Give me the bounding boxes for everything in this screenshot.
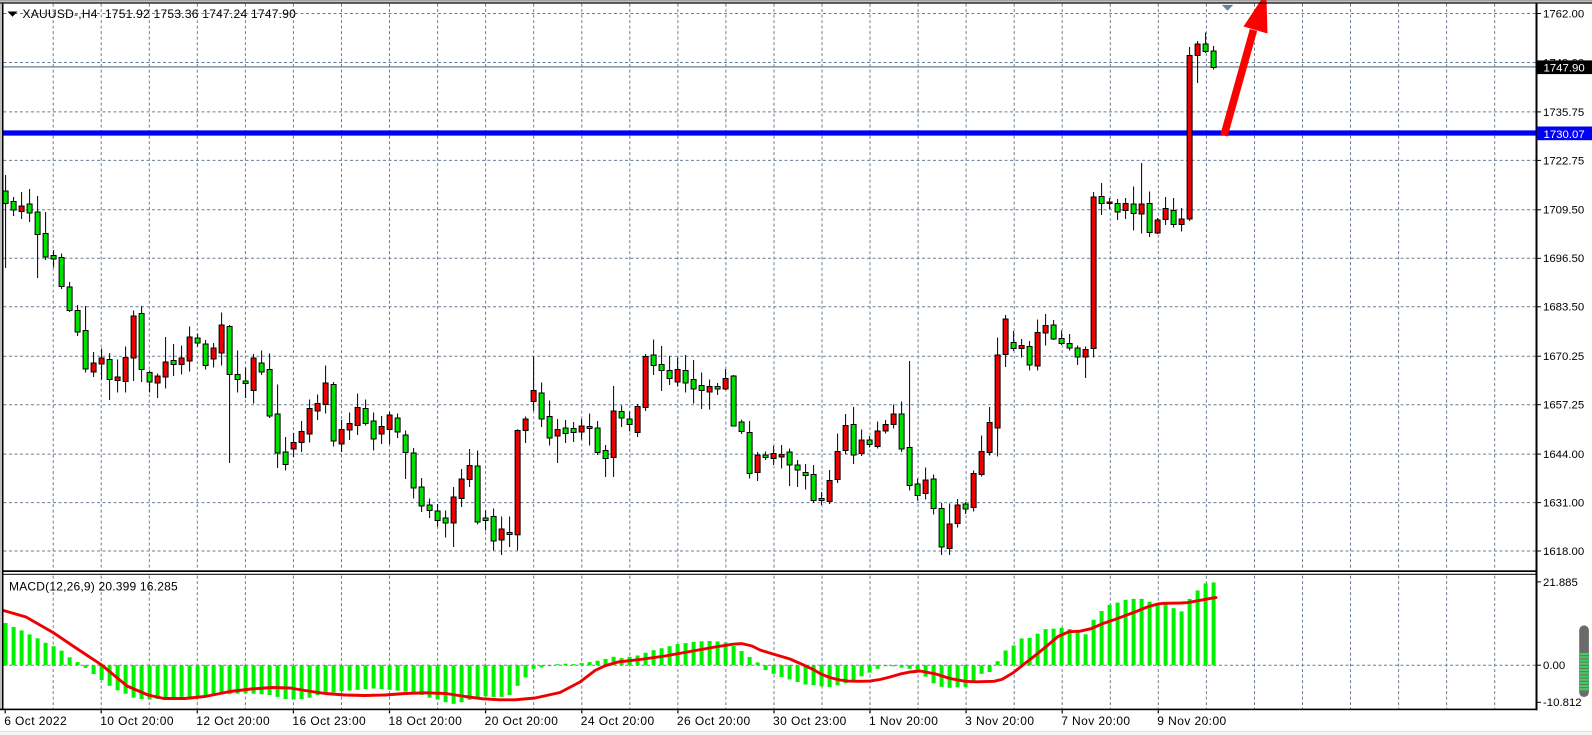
svg-text:1683.50: 1683.50 — [1543, 302, 1584, 314]
svg-text:10 Oct 20:00: 10 Oct 20:00 — [100, 714, 174, 728]
svg-text:16 Oct 23:00: 16 Oct 23:00 — [292, 714, 366, 728]
svg-text:XAUUSD-,H4 1751.92 1753.36 17: XAUUSD-,H4 1751.92 1753.36 1747.24 1747.… — [23, 7, 297, 21]
svg-text:7 Nov 20:00: 7 Nov 20:00 — [1061, 714, 1130, 728]
svg-text:6 Oct 2022: 6 Oct 2022 — [4, 714, 67, 728]
svg-text:20 Oct 20:00: 20 Oct 20:00 — [485, 714, 559, 728]
svg-text:3 Nov 20:00: 3 Nov 20:00 — [965, 714, 1034, 728]
svg-text:1696.50: 1696.50 — [1543, 253, 1584, 265]
svg-text:12 Oct 20:00: 12 Oct 20:00 — [196, 714, 270, 728]
svg-text:26 Oct 20:00: 26 Oct 20:00 — [677, 714, 751, 728]
svg-text:1722.75: 1722.75 — [1543, 155, 1584, 167]
svg-text:1644.00: 1644.00 — [1543, 449, 1584, 461]
svg-text:24 Oct 20:00: 24 Oct 20:00 — [581, 714, 655, 728]
svg-text:1762.00: 1762.00 — [1543, 8, 1584, 20]
svg-text:1709.50: 1709.50 — [1543, 205, 1584, 217]
svg-text:-10.812: -10.812 — [1543, 697, 1582, 709]
svg-text:0.00: 0.00 — [1543, 660, 1565, 672]
svg-text:1631.00: 1631.00 — [1543, 498, 1584, 510]
svg-text:1670.25: 1670.25 — [1543, 351, 1584, 363]
svg-text:1657.25: 1657.25 — [1543, 400, 1584, 412]
svg-text:1618.00: 1618.00 — [1543, 546, 1584, 558]
svg-text:1747.90: 1747.90 — [1544, 63, 1585, 75]
svg-text:1 Nov 20:00: 1 Nov 20:00 — [869, 714, 938, 728]
svg-text:18 Oct 20:00: 18 Oct 20:00 — [389, 714, 463, 728]
svg-text:1735.75: 1735.75 — [1543, 107, 1584, 119]
svg-text:30 Oct 23:00: 30 Oct 23:00 — [773, 714, 847, 728]
svg-text:MACD(12,26,9) 20.399 16.285: MACD(12,26,9) 20.399 16.285 — [9, 580, 178, 594]
svg-text:9 Nov 20:00: 9 Nov 20:00 — [1157, 714, 1226, 728]
svg-text:1730.07: 1730.07 — [1544, 129, 1585, 141]
svg-text:21.885: 21.885 — [1543, 577, 1578, 589]
